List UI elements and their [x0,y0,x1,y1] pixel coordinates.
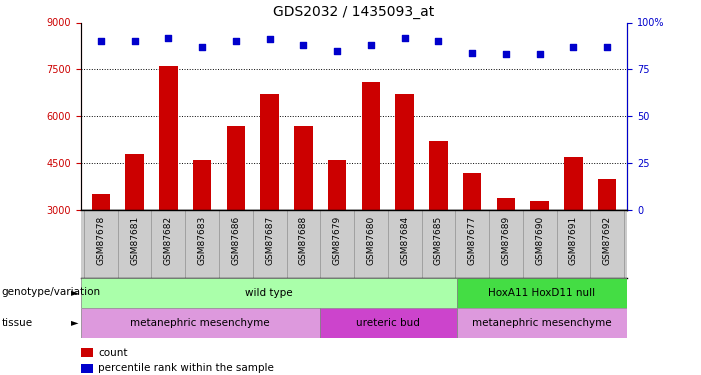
Point [298,42,309,48]
Text: GSM87686: GSM87686 [231,215,240,265]
Text: GSM87683: GSM87683 [198,215,207,265]
Bar [92,194,110,210]
Text: metanephric mesenchyme: metanephric mesenchyme [130,318,270,327]
Bar [395,94,414,210]
Bar [125,154,144,210]
Bar [260,94,279,210]
Text: GSM87677: GSM87677 [468,215,477,265]
Text: ureteric bud: ureteric bud [356,318,420,327]
Text: HoxA11 HoxD11 null: HoxA11 HoxD11 null [489,288,596,297]
Bar [429,141,448,210]
Text: GSM87691: GSM87691 [569,215,578,265]
Text: percentile rank within the sample: percentile rank within the sample [98,363,274,373]
Point [196,44,207,50]
Text: ►: ► [72,318,79,327]
Point [601,44,613,50]
Point [467,50,478,55]
Point [95,38,107,44]
Point [568,44,579,50]
Bar [81,278,456,308]
Bar [531,201,549,210]
Bar [463,172,482,210]
Text: GSM87679: GSM87679 [333,215,341,265]
Bar [294,126,313,210]
Point [230,38,241,44]
Bar [362,82,380,210]
Bar [564,157,583,210]
Text: GSM87685: GSM87685 [434,215,443,265]
Point [534,51,545,57]
Text: GSM87688: GSM87688 [299,215,308,265]
Bar [328,160,346,210]
Text: tissue: tissue [1,318,32,327]
Point [433,38,444,44]
Text: GSM87690: GSM87690 [535,215,544,265]
Text: ►: ► [72,287,79,297]
Bar [320,308,456,338]
Text: GSM87682: GSM87682 [164,215,173,264]
Bar [456,308,627,338]
Point [501,51,512,57]
Text: GSM87681: GSM87681 [130,215,139,265]
Point [332,48,343,54]
Bar [456,278,627,308]
Text: wild type: wild type [245,288,292,297]
Text: GSM87692: GSM87692 [603,215,612,264]
Text: count: count [98,348,128,357]
Bar [193,160,212,210]
Point [365,42,376,48]
Text: GSM87680: GSM87680 [367,215,375,265]
Bar [81,308,320,338]
Bar [496,198,515,210]
Point [129,38,140,44]
Point [163,34,174,40]
Text: GSM87678: GSM87678 [96,215,105,265]
Text: GSM87684: GSM87684 [400,215,409,264]
Text: GSM87689: GSM87689 [501,215,510,265]
Bar [159,66,177,210]
Title: GDS2032 / 1435093_at: GDS2032 / 1435093_at [273,5,435,19]
Text: metanephric mesenchyme: metanephric mesenchyme [472,318,612,327]
Bar [598,179,616,210]
Text: GSM87687: GSM87687 [265,215,274,265]
Point [399,34,410,40]
Text: genotype/variation: genotype/variation [1,287,100,297]
Bar [226,126,245,210]
Point [264,36,275,42]
